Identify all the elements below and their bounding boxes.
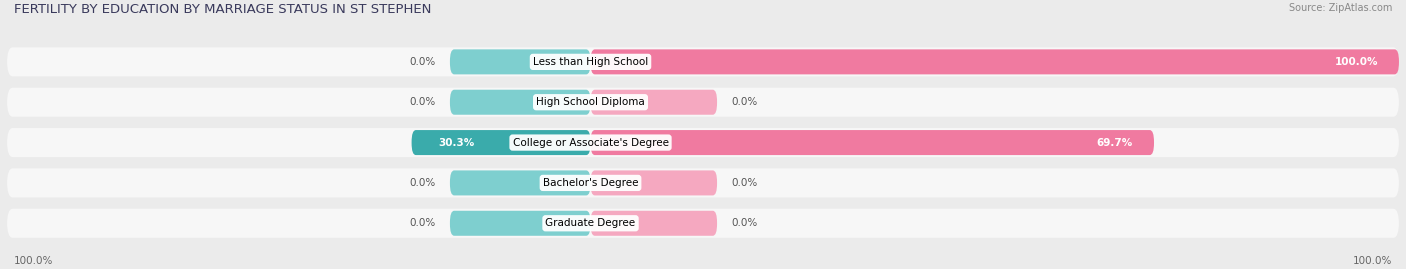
FancyBboxPatch shape: [591, 211, 717, 236]
Text: Less than High School: Less than High School: [533, 57, 648, 67]
FancyBboxPatch shape: [7, 168, 1399, 197]
Text: 0.0%: 0.0%: [409, 57, 436, 67]
Text: College or Associate's Degree: College or Associate's Degree: [513, 137, 668, 148]
FancyBboxPatch shape: [412, 130, 591, 155]
Text: 0.0%: 0.0%: [731, 178, 758, 188]
Text: High School Diploma: High School Diploma: [536, 97, 645, 107]
Text: Bachelor's Degree: Bachelor's Degree: [543, 178, 638, 188]
FancyBboxPatch shape: [450, 171, 591, 195]
Legend: Married, Unmarried: Married, Unmarried: [614, 265, 792, 269]
FancyBboxPatch shape: [450, 211, 591, 236]
Text: 0.0%: 0.0%: [409, 218, 436, 228]
FancyBboxPatch shape: [450, 49, 591, 74]
FancyBboxPatch shape: [7, 47, 1399, 76]
FancyBboxPatch shape: [591, 130, 1154, 155]
FancyBboxPatch shape: [7, 128, 1399, 157]
FancyBboxPatch shape: [7, 209, 1399, 238]
Text: 30.3%: 30.3%: [439, 137, 475, 148]
FancyBboxPatch shape: [591, 90, 717, 115]
Text: 0.0%: 0.0%: [409, 97, 436, 107]
FancyBboxPatch shape: [591, 49, 1399, 74]
Text: 100.0%: 100.0%: [14, 256, 53, 266]
FancyBboxPatch shape: [450, 90, 591, 115]
FancyBboxPatch shape: [591, 171, 717, 195]
Text: Graduate Degree: Graduate Degree: [546, 218, 636, 228]
Text: 0.0%: 0.0%: [731, 97, 758, 107]
Text: 100.0%: 100.0%: [1353, 256, 1392, 266]
Text: Source: ZipAtlas.com: Source: ZipAtlas.com: [1288, 3, 1392, 13]
FancyBboxPatch shape: [7, 88, 1399, 117]
Text: 0.0%: 0.0%: [409, 178, 436, 188]
Text: 0.0%: 0.0%: [731, 218, 758, 228]
Text: FERTILITY BY EDUCATION BY MARRIAGE STATUS IN ST STEPHEN: FERTILITY BY EDUCATION BY MARRIAGE STATU…: [14, 3, 432, 16]
Text: 69.7%: 69.7%: [1097, 137, 1133, 148]
Text: 100.0%: 100.0%: [1334, 57, 1378, 67]
